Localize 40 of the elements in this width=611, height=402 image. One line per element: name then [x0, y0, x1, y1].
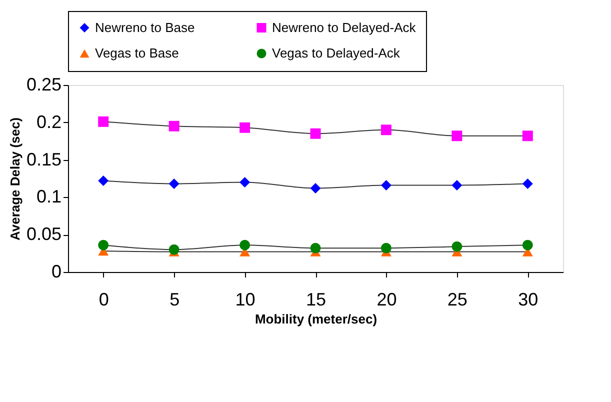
y-axis-title: Average Delay (sec): [7, 117, 22, 241]
x-tick-label: 30: [518, 290, 538, 310]
legend-label: Newreno to Delayed-Ack: [272, 20, 416, 35]
legend-label: Vegas to Delayed-Ack: [272, 46, 400, 60]
point: [522, 130, 533, 142]
point: [452, 130, 462, 142]
x-tick-label: 10: [235, 290, 256, 310]
point: [380, 242, 392, 254]
point: [98, 240, 109, 250]
y-tick-label: 0.15: [26, 149, 62, 170]
point: [168, 244, 180, 255]
x-tick-label: 5: [170, 290, 180, 310]
point: [168, 178, 180, 189]
x-tick-label: 25: [447, 290, 468, 310]
point: [380, 180, 392, 190]
legend-label: Vegas to Base: [95, 46, 179, 60]
point: [240, 240, 250, 250]
y-tick-label: 0.2: [36, 112, 62, 132]
y-tick-label: 0.05: [26, 224, 62, 244]
y-tick-label: 0.25: [26, 74, 62, 94]
point: [240, 176, 250, 188]
point: [522, 240, 533, 250]
legend-label: Newreno to Base: [95, 20, 195, 35]
point: [522, 178, 533, 189]
x-tick-label: 20: [376, 290, 397, 310]
point: [240, 122, 250, 133]
point: [310, 128, 321, 139]
point: [98, 116, 109, 127]
x-tick-label: 15: [306, 290, 326, 310]
y-tick-label: 0.1: [36, 186, 62, 207]
point: [310, 242, 321, 254]
x-tick-label: 0: [98, 290, 109, 310]
point: [380, 124, 392, 136]
point: [168, 120, 180, 132]
y-tick-label: 0: [51, 262, 62, 282]
point: [452, 241, 462, 252]
x-axis-title: Mobility (meter/sec): [254, 312, 378, 326]
point: [98, 176, 109, 186]
point: [452, 180, 462, 190]
point: [310, 182, 321, 194]
